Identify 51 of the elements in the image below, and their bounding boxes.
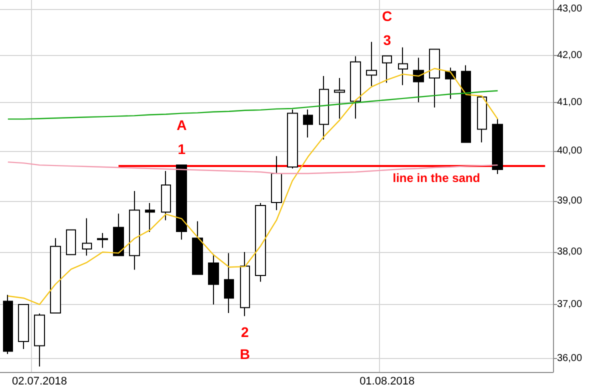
- candlestick: [429, 48, 440, 108]
- line-series: [7, 68, 498, 306]
- candlestick: [413, 57, 424, 103]
- y-tick-label: 38,00: [557, 246, 582, 258]
- candlestick: [350, 56, 361, 120]
- y-tick-label: 40,00: [557, 146, 582, 157]
- candlestick: [287, 108, 298, 170]
- candlestick: [97, 232, 108, 248]
- candlestick: [129, 190, 140, 270]
- candlestick: [366, 41, 377, 87]
- candlestick: [66, 229, 76, 256]
- candlestick: [34, 313, 45, 368]
- y-tick-label: 39,00: [557, 196, 582, 206]
- y-tick-label: 42,00: [557, 50, 582, 61]
- annotation: 2: [241, 324, 249, 340]
- candlestick: [382, 55, 392, 84]
- candlestick: [224, 252, 234, 314]
- y-tick-label: 43,00: [557, 4, 582, 15]
- annotation: A: [176, 117, 187, 134]
- x-tick-label: 02.07.2018: [12, 376, 68, 388]
- candlestick: [271, 156, 282, 211]
- candlestick: [3, 294, 13, 354]
- candlestick: [255, 202, 266, 282]
- annotation: B: [240, 346, 250, 362]
- candlestick: [477, 96, 487, 143]
- candlestick: [303, 108, 313, 138]
- candlestick: [240, 252, 250, 317]
- candlestick: [18, 304, 29, 350]
- y-tick-label: 36,00: [557, 352, 582, 364]
- y-tick-label: 41,00: [557, 97, 582, 108]
- line-series: [7, 161, 498, 174]
- line-series: [7, 90, 498, 120]
- candlestick: [334, 77, 345, 120]
- candlestick: [492, 118, 503, 174]
- annotation: 1: [178, 141, 186, 158]
- annotation: C: [382, 8, 392, 24]
- x-tick-label: 01.08.2018: [360, 376, 415, 388]
- candlestick: [192, 220, 203, 275]
- annotation: 3: [383, 32, 392, 48]
- candlestick: [319, 76, 329, 140]
- candlestick: [82, 218, 92, 256]
- ref-line-label: line in the sand: [392, 171, 480, 186]
- candlestick: [398, 46, 408, 86]
- candlestick: [461, 64, 471, 143]
- y-tick-label: 37,00: [557, 298, 582, 310]
- candlestick: [176, 164, 187, 240]
- candlestick: [113, 213, 124, 256]
- candlestick: [161, 170, 171, 221]
- candlestick: [50, 238, 61, 314]
- candlestick: [145, 202, 155, 232]
- candlestick: [208, 254, 219, 305]
